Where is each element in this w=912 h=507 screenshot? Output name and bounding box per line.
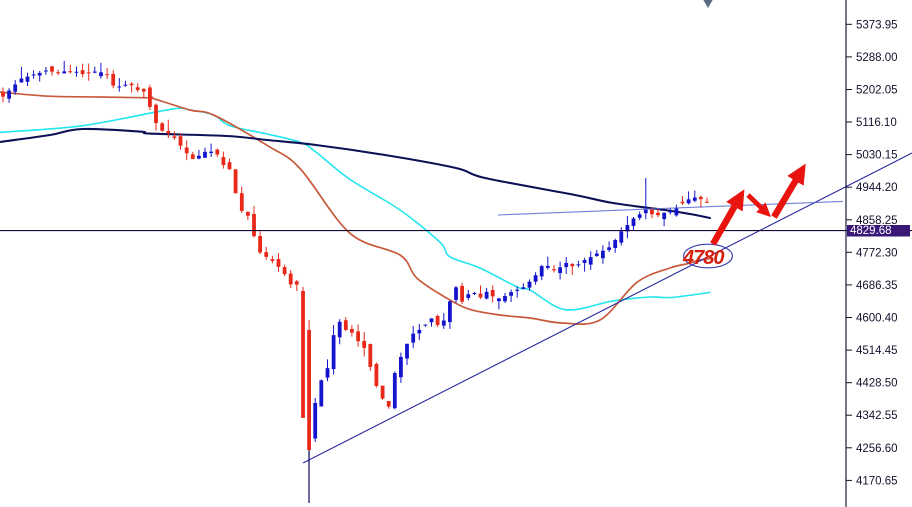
svg-text:4170.65: 4170.65 (856, 475, 898, 487)
svg-text:5288.00: 5288.00 (856, 52, 898, 64)
svg-text:4342.55: 4342.55 (856, 410, 898, 422)
svg-text:4780: 4780 (682, 247, 724, 269)
svg-text:4256.60: 4256.60 (856, 443, 898, 455)
svg-text:4514.45: 4514.45 (856, 345, 898, 357)
svg-text:5202.05: 5202.05 (856, 85, 898, 97)
svg-text:5030.15: 5030.15 (856, 150, 898, 162)
svg-text:4829.68: 4829.68 (850, 225, 892, 237)
svg-text:4944.20: 4944.20 (856, 182, 898, 194)
svg-text:5373.95: 5373.95 (856, 19, 898, 31)
svg-text:4772.30: 4772.30 (856, 247, 898, 259)
svg-text:5116.10: 5116.10 (856, 117, 897, 129)
svg-text:4686.35: 4686.35 (856, 280, 898, 292)
svg-text:4428.50: 4428.50 (856, 378, 898, 390)
svg-text:4600.40: 4600.40 (856, 313, 898, 325)
